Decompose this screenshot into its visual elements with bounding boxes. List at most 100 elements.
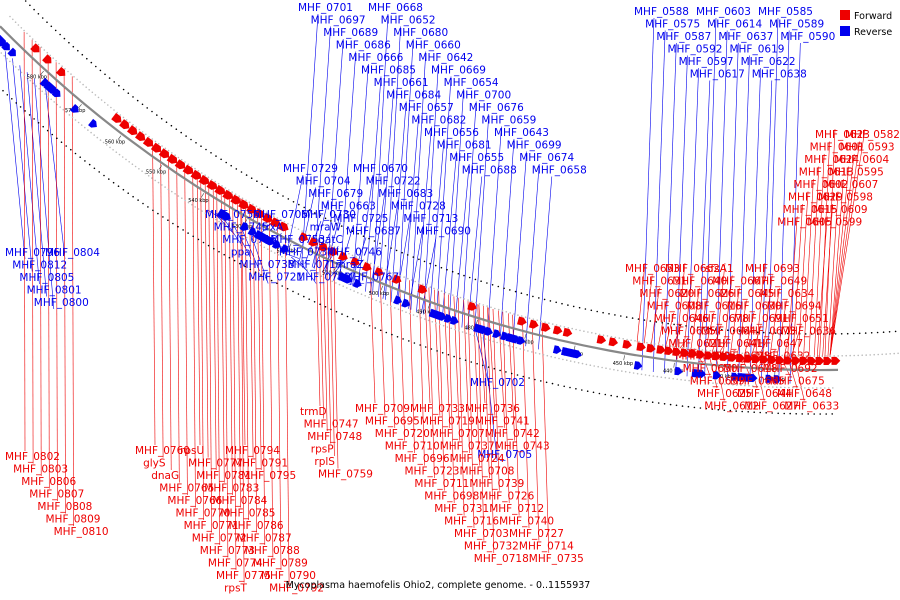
guide-dot [225,161,227,164]
guide-dot [93,167,96,170]
guide-dot [290,224,293,227]
guide-dot [452,294,454,296]
guide-dot [137,199,139,201]
reverse-gene-arrow [773,375,782,384]
guide-dot [127,92,130,94]
guide-dot [6,94,9,96]
guide-dot [91,91,94,94]
guide-dot [454,328,456,331]
guide-dot [144,172,147,175]
gene-label: MHF_0626 [679,288,734,300]
guide-dot [474,301,477,304]
guide-dot [546,354,549,357]
guide-dot [56,137,58,140]
guide-dot [586,390,589,393]
guide-dot [423,260,426,263]
guide-dot [563,326,566,328]
gene-label: MHF_0730 [301,209,356,221]
guide-dot [520,292,523,295]
label-leader-line [675,55,688,376]
guide-dot [379,329,382,332]
guide-dot [20,27,23,29]
guide-dot [697,326,699,329]
label-leader-line [319,240,324,419]
guide-dot [368,237,370,240]
gene-label: MHF_0673 [741,326,796,338]
legend-forward-label: Forward [854,11,892,22]
guide-dot [390,247,392,249]
guide-dot [509,289,511,291]
guide-dot [235,230,238,233]
guide-dot [737,352,740,354]
label-leader-line [208,178,212,533]
label-leader-line [755,262,766,356]
guide-dot [622,338,624,340]
gene-label: MHF_0614 [707,19,762,31]
guide-dot [405,311,407,314]
label-leader-line [715,262,726,353]
guide-dot [382,302,385,305]
guide-dot [820,387,822,389]
gene-label: MHF_0681 [437,140,492,152]
reverse-gene-arrow [775,356,785,365]
label-leader-line [299,187,316,262]
reverse-gene-arrow [7,47,16,57]
guide-dot [590,309,593,312]
guide-dot [559,325,562,327]
guide-dot [497,308,500,311]
guide-dot [161,145,163,147]
guide-dot [606,335,609,337]
reverse-gene-arrow [596,335,607,344]
guide-dot [538,297,540,299]
label-leader-line [311,199,329,268]
guide-dot [569,360,572,362]
guide-dot [145,133,147,136]
guide-dot [276,217,279,219]
gene-label: MHF_0771 [184,520,239,532]
guide-dot [693,348,696,350]
guide-dot [194,206,196,208]
guide-dot [391,333,393,336]
guide-dot [113,109,115,111]
label-leader-line [652,30,666,373]
guide-dot [401,309,404,312]
guide-dot [453,355,455,358]
guide-dot [632,372,635,374]
reverse-gene-arrow [562,327,573,337]
guide-dot [667,322,669,325]
guide-dot [505,311,508,313]
guide-dot [563,385,565,388]
guide-dot [401,251,403,254]
guide-dot [233,259,236,262]
gene-label: MHF_0645 [719,288,774,300]
guide-dot [810,333,813,335]
label-leader-line [463,299,470,454]
label-leader-line [315,239,321,407]
gene-label: MHF_0615 [783,204,838,216]
guide-dot [861,354,863,357]
reverse-gene-arrow [1,41,10,51]
guide-dot [798,333,801,335]
gene-label: MHF_0803 [13,464,68,476]
guide-dot [122,116,125,119]
guide-dot [640,399,642,402]
gene-label: MHF_0687 [346,226,401,238]
reverse-gene-arrow [823,357,833,365]
guide-dot [147,206,149,208]
guide-dot [9,60,11,63]
guide-dot [319,214,322,217]
label-leader-line [339,51,357,281]
guide-dot [330,244,332,246]
guide-dot [407,277,409,280]
guide-dot [131,163,134,165]
guide-dot [49,54,51,57]
guide-dot [154,140,157,143]
gene-label: MHF_0653 [625,263,680,275]
label-leader-line [749,67,761,382]
scale-tick-label: 450 kbp [613,361,633,367]
guide-dot [154,179,156,182]
reverse-gene-arrow [338,251,348,261]
guide-dot [616,395,618,398]
reverse-gene-arrow [88,118,97,128]
gene-label: MHF_0809 [46,514,101,526]
